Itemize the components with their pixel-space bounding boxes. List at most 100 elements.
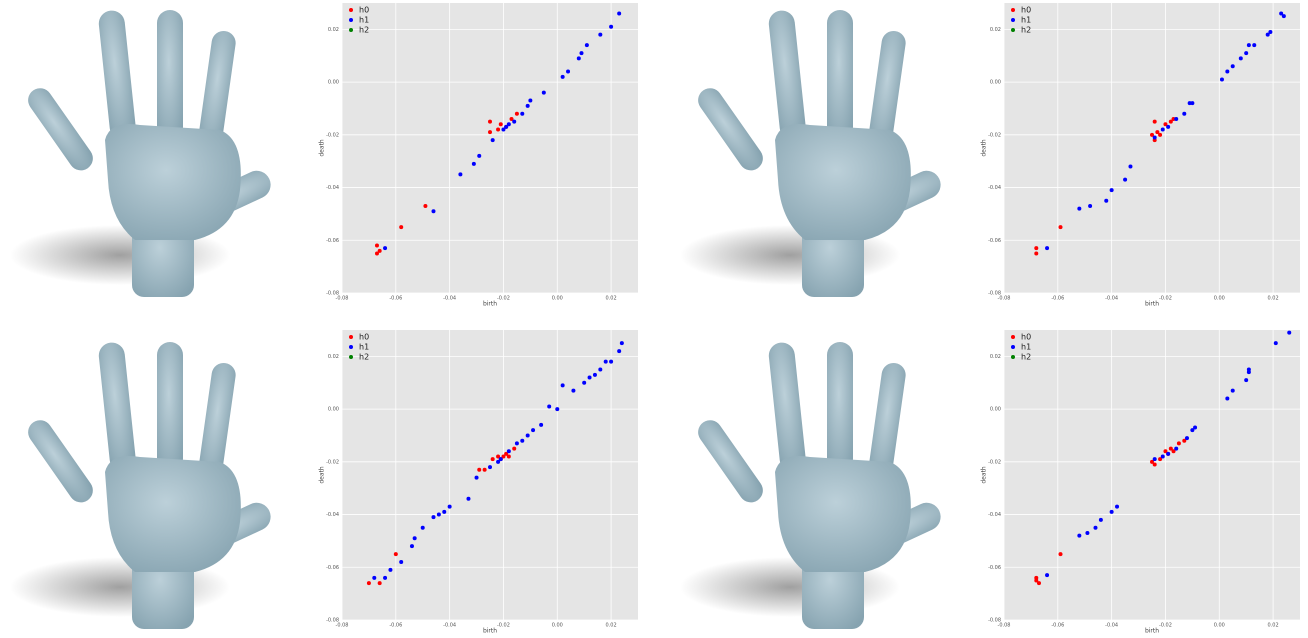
data-point [372,576,376,580]
data-point [520,112,524,116]
data-point [512,447,516,451]
data-point [1239,56,1243,60]
legend-marker [1011,345,1015,349]
data-point [598,33,602,37]
x-tick-label: 0.00 [552,296,563,302]
hand-render [680,341,945,629]
data-point [1059,225,1063,229]
legend-label: h0 [359,333,369,342]
data-point [458,172,462,176]
data-point [1153,120,1157,124]
data-point [1177,441,1181,445]
data-point [1153,457,1157,461]
legend-marker [349,335,353,339]
y-tick-label: -0.04 [326,512,339,518]
x-tick-label: -0.02 [497,623,510,629]
data-point [571,389,575,393]
data-point [1077,207,1081,211]
data-point [475,476,479,480]
data-point [1161,128,1165,132]
x-tick-label: -0.04 [1105,623,1118,629]
y-tick-label: 0.02 [990,354,1001,360]
plot: -0.08-0.06-0.04-0.020.000.02-0.08-0.06-0… [319,330,639,635]
data-point [1099,518,1103,522]
y-tick-label: 0.02 [328,354,339,360]
x-axis-label: birth [1145,301,1159,308]
legend-marker [1011,28,1015,32]
legend-label: h0 [1021,6,1031,15]
data-point [577,56,581,60]
x-tick-label: -0.02 [1159,296,1172,302]
data-point [477,154,481,158]
data-point [1077,534,1081,538]
data-point [1220,77,1224,81]
legend-label: h2 [1021,26,1031,35]
y-tick-label: -0.06 [988,238,1001,244]
data-point [531,428,535,432]
data-point [520,439,524,443]
data-point [483,468,487,472]
data-point [437,513,441,517]
y-axis-label: death [981,466,988,484]
legend-marker [349,355,353,359]
data-point [1045,573,1049,577]
y-tick-label: -0.02 [988,132,1001,138]
legend-label: h0 [359,6,369,15]
data-point [423,204,427,208]
legend-label: h2 [1021,353,1031,362]
data-point [515,441,519,445]
data-point [579,51,583,55]
x-tick-label: -0.04 [443,623,456,629]
y-tick-label: 0.00 [990,80,1001,86]
data-point [488,465,492,469]
x-tick-label: 0.02 [1268,296,1279,302]
data-point [585,43,589,47]
y-tick-label: 0.02 [990,27,1001,33]
data-point [1282,14,1286,18]
data-point [1190,101,1194,105]
x-axis-label: birth [1145,628,1159,635]
y-tick-label: -0.06 [326,238,339,244]
data-point [1088,204,1092,208]
data-point [388,568,392,572]
data-point [1185,436,1189,440]
data-point [1174,117,1178,121]
y-tick-label: -0.08 [326,618,339,624]
data-point [499,122,503,126]
legend-label: h0 [1021,333,1031,342]
data-point [1268,30,1272,34]
data-point [526,433,530,437]
plot: -0.08-0.06-0.04-0.020.000.02-0.08-0.06-0… [319,3,639,308]
data-point [561,383,565,387]
data-point [555,407,559,411]
data-point [507,122,511,126]
data-point [1225,397,1229,401]
y-tick-label: -0.02 [326,132,339,138]
data-point [1193,426,1197,430]
data-point [1034,251,1038,255]
legend-marker [1011,8,1015,12]
data-point [566,70,570,74]
x-axis-label: birth [483,301,497,308]
hand-render [10,341,275,629]
data-point [1110,510,1114,514]
x-tick-label: 0.02 [1268,623,1279,629]
data-point [367,581,371,585]
data-point [499,457,503,461]
data-point [488,130,492,134]
figure: -0.08-0.06-0.04-0.020.000.02-0.08-0.06-0… [0,0,1308,638]
data-point [1110,188,1114,192]
data-point [1166,452,1170,456]
data-point [507,449,511,453]
x-tick-label: -0.02 [497,296,510,302]
x-tick-label: -0.02 [1159,623,1172,629]
y-tick-label: -0.04 [988,185,1001,191]
legend-marker [349,28,353,32]
data-point [383,246,387,250]
data-point [1166,125,1170,129]
data-point [472,162,476,166]
data-point [609,25,613,29]
data-point [515,112,519,116]
data-point [491,457,495,461]
data-point [477,468,481,472]
